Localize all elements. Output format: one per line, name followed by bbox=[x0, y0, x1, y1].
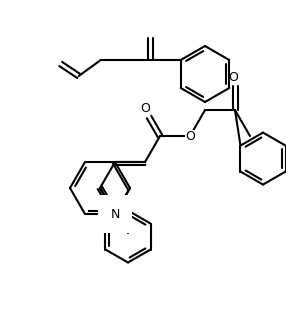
Text: O: O bbox=[140, 102, 150, 115]
Text: N: N bbox=[110, 208, 120, 220]
Text: O: O bbox=[228, 71, 238, 84]
Text: O: O bbox=[185, 130, 195, 143]
